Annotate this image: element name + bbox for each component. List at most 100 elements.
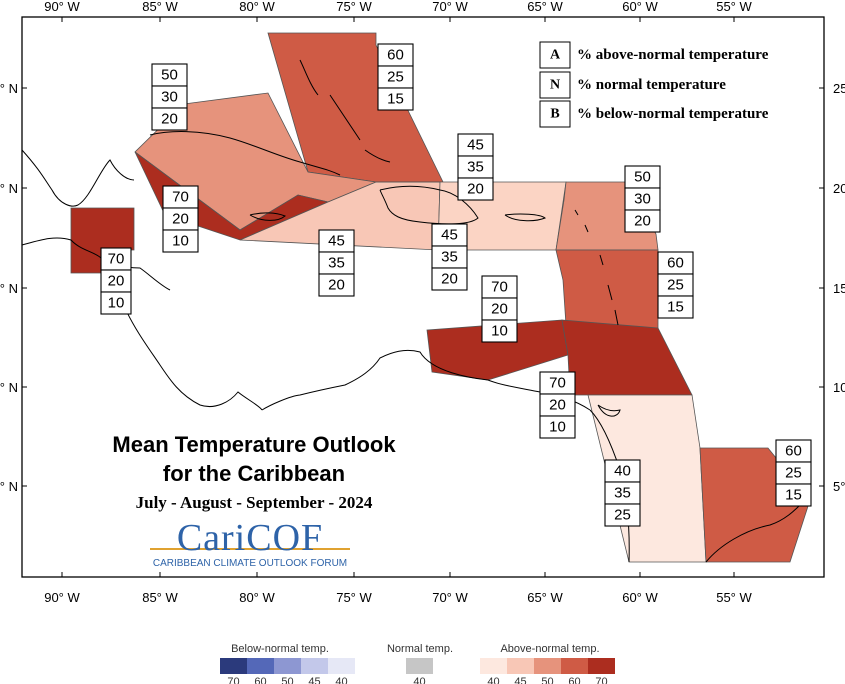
lon-label: 75° W [336,590,372,605]
above-normal-swatch [561,658,588,674]
normal-value: 35 [328,255,345,272]
prob-box-windward-islands: 60 25 15 [657,251,694,319]
lat-label: 5° N [0,479,18,494]
normal-value: 30 [634,191,651,208]
lat-label: 15° N [833,281,845,296]
lon-label: 65° W [527,0,563,14]
below-value: 10 [172,233,189,250]
below-value: 20 [328,277,345,294]
prob-box-abc-islands: 70 20 10 [481,275,518,343]
below-normal-label: 70 [227,676,239,684]
longitude-axis-top: 90° W 85° W 80° W 75° W 70° W 65° W 60° … [44,0,752,14]
normal-value: 20 [172,211,189,228]
title-line-2: for the Caribbean [163,461,345,486]
above-normal-label: 70 [595,676,607,684]
above-normal-label: 45 [514,676,526,684]
above-value: 45 [467,137,484,154]
key-text-above: % above-normal temperature [577,47,769,63]
above-value: 60 [387,47,404,64]
latitude-axis-left: 25° N 20° N 15° N 10° N 5° N [0,81,18,494]
above-normal-label: 60 [568,676,580,684]
key-text-normal: % normal temperature [577,77,726,93]
normal-value: 35 [467,159,484,176]
tick-marks [22,17,824,577]
normal-value: 20 [491,301,508,318]
above-normal-label: 50 [541,676,553,684]
normal-value: 20 [549,397,566,414]
title-line-3: July - August - September - 2024 [136,493,373,512]
lon-label: 70° W [432,0,468,14]
title-line-1: Mean Temperature Outlook [112,432,396,457]
lon-label: 65° W [527,590,563,605]
lat-label: 20° N [0,181,18,196]
logo-underline [150,548,350,550]
prob-box-cayman-jamaica: 70 20 10 [162,185,199,253]
above-normal-swatch [507,658,534,674]
below-normal-label: 50 [281,676,293,684]
above-value: 45 [328,233,345,250]
normal-title: Normal temp. [387,643,453,655]
key-box [539,100,571,128]
below-value: 15 [667,299,684,316]
below-normal-swatch [301,658,328,674]
above-normal-swatch [588,658,615,674]
above-value: 70 [549,375,566,392]
normal-label: 40 [413,676,425,684]
below-value: 20 [441,271,458,288]
prob-box-hispaniola-south: 45 35 20 [431,223,468,291]
above-normal-swatch [534,658,561,674]
key-text-below: % below-normal temperature [577,106,769,122]
lon-label: 90° W [44,590,80,605]
lon-label: 70° W [432,590,468,605]
above-value: 60 [667,255,684,272]
normal-value: 35 [441,249,458,266]
above-normal-label: 40 [487,676,499,684]
key-letter-n: N [550,78,560,93]
prob-box-bahamas: 60 25 15 [377,43,414,111]
longitude-axis-bottom: 90° W 85° W 80° W 75° W 70° W 65° W 60° … [44,590,752,605]
prob-box-belize: 70 20 10 [100,247,132,315]
lon-label: 85° W [142,0,178,14]
normal-value: 25 [387,69,404,86]
below-normal-label: 60 [254,676,266,684]
lon-label: 85° W [142,590,178,605]
normal-value: 35 [614,485,631,502]
below-value: 20 [161,111,178,128]
key-box [539,71,571,99]
above-value: 50 [634,169,651,186]
prob-box-hispaniola-north: 45 35 20 [457,133,494,201]
below-normal-swatch [247,658,274,674]
prob-box-leeward-islands: 50 30 20 [624,165,661,233]
color-legend: Below-normal temp. Normal temp. Above-no… [220,643,615,684]
region-abc-islands [426,319,569,381]
below-value: 10 [108,295,125,312]
logo-subtitle: CARIBBEAN CLIMATE OUTLOOK FORUM [153,558,347,569]
lon-label: 90° W [44,0,80,14]
prob-box-cuba: 50 30 20 [151,63,188,131]
key-letter-b: B [550,107,559,122]
caricof-logo: CariCOF CARIBBEAN CLIMATE OUTLOOK FORUM [150,517,350,569]
normal-value: 25 [667,277,684,294]
above-normal-swatches: 40 45 50 60 70 [480,658,615,684]
region-hispaniola [376,181,567,251]
lat-label: 10° N [833,380,845,395]
latitude-axis-right: 25° N 20° N 15° N 10° N 5° N [833,81,845,494]
lon-label: 60° W [622,590,658,605]
below-normal-label: 40 [335,676,347,684]
below-value: 15 [387,91,404,108]
above-value: 70 [108,251,125,268]
below-normal-label: 45 [308,676,320,684]
normal-swatches: 40 [406,658,433,684]
above-value: 70 [172,189,189,206]
normal-value: 30 [161,89,178,106]
lat-label: 25° N [0,81,18,96]
below-value: 20 [634,213,651,230]
below-value: 10 [549,419,566,436]
above-value: 45 [441,227,458,244]
lon-label: 60° W [622,0,658,14]
normal-value: 20 [108,273,125,290]
probability-boxes: 60 25 15 50 30 20 70 20 10 70 20 10 45 3… [100,43,812,527]
normal-swatch [406,658,433,674]
lon-label: 55° W [716,590,752,605]
prob-box-trinidad: 70 20 10 [539,371,576,439]
